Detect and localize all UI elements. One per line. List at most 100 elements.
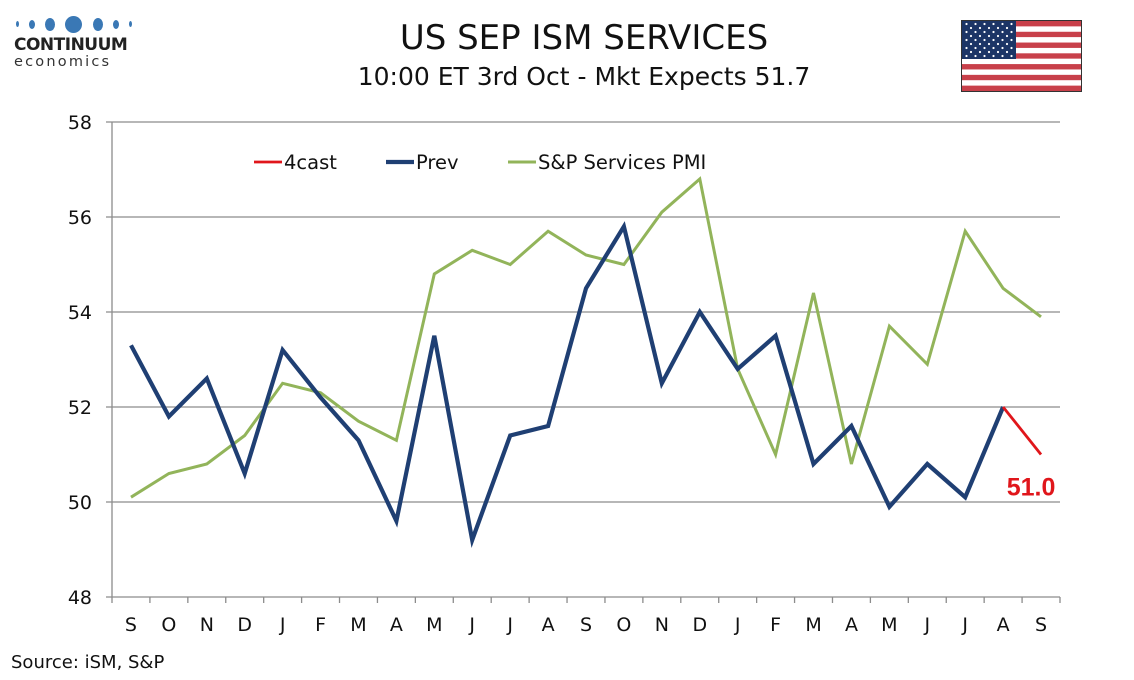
legend-label-forecast: 4cast: [284, 151, 337, 174]
flag-star: [965, 30, 968, 34]
y-tick-label: 54: [68, 302, 92, 324]
flag-star: [969, 50, 973, 54]
flag-stripe: [962, 47, 1081, 54]
x-tick-label: A: [390, 614, 403, 636]
legend: 4cast Prev S&P Services PMI: [254, 151, 706, 174]
flag-star: [1005, 42, 1009, 46]
series-line-prev: [129, 221, 1006, 548]
flag-star: [1010, 46, 1013, 50]
flag-stripe: [962, 58, 1081, 65]
series-line-forecast: [1002, 406, 1043, 456]
flag-star: [978, 34, 982, 38]
flag-star: [965, 38, 968, 42]
axes: [106, 122, 1061, 603]
flag-star: [992, 46, 995, 50]
flag-star: [965, 22, 968, 26]
flag-star: [996, 42, 1000, 46]
source-note: Source: iSM, S&P: [11, 652, 165, 673]
x-tick-label: M: [805, 614, 821, 636]
flag-star: [987, 50, 991, 54]
flag-stripe: [962, 64, 1081, 70]
legend-label-prev: Prev: [416, 151, 459, 174]
x-tick-label: N: [200, 614, 214, 636]
flag-star: [978, 50, 982, 54]
flag-star: [978, 42, 982, 46]
y-tick-label: 56: [68, 207, 92, 229]
flag-stripe: [962, 85, 1081, 91]
flag-star: [987, 42, 991, 46]
flag-star: [974, 46, 977, 50]
flag-star: [1001, 22, 1004, 26]
y-tick-label: 52: [68, 397, 92, 419]
flag-star: [992, 38, 995, 42]
x-tick-label: J: [279, 614, 286, 636]
y-tick-label: 58: [68, 112, 92, 134]
chart-subtitle: 10:00 ET 3rd Oct - Mkt Expects 51.7: [357, 62, 811, 91]
flag-stripe: [962, 42, 1081, 49]
flag-star: [974, 22, 977, 26]
flag-star: [996, 50, 1000, 54]
flag-star: [1010, 54, 1013, 58]
flag-star: [987, 26, 991, 30]
x-tick-label: D: [237, 614, 252, 636]
x-tick-label: F: [315, 614, 326, 636]
x-tick-label: J: [468, 614, 475, 636]
flag-star: [1001, 54, 1004, 58]
gridlines: [106, 121, 1060, 503]
flag-star: [969, 34, 973, 38]
flag-star: [974, 54, 977, 58]
x-tick-label: J: [961, 614, 968, 636]
flag-star: [983, 22, 986, 26]
annotations: 51.0: [1007, 474, 1056, 502]
x-tick-label: J: [506, 614, 513, 636]
flag-stripe: [962, 31, 1081, 38]
flag-stripe: [962, 26, 1081, 32]
flag-star: [974, 30, 977, 34]
x-tick-label: A: [542, 614, 555, 636]
flag-stripe: [962, 74, 1081, 81]
x-tick-label: D: [692, 614, 707, 636]
x-tick-label: S: [580, 614, 592, 636]
flag-star: [992, 22, 995, 26]
flag-star: [983, 54, 986, 58]
flag-star: [983, 46, 986, 50]
flag-star: [969, 26, 973, 30]
x-tick-label: M: [426, 614, 442, 636]
flag-star: [996, 34, 1000, 38]
flag-star: [1010, 22, 1013, 26]
logo-subtitle: economics: [14, 54, 112, 70]
x-tick-label: F: [770, 614, 781, 636]
series-layer: [129, 176, 1043, 548]
continuum-economics-logo: CONTINUUM economics: [14, 14, 134, 70]
flag-star: [965, 46, 968, 50]
x-tick-label: A: [845, 614, 858, 636]
x-tick-label: J: [734, 614, 741, 636]
flag-star: [996, 26, 1000, 30]
flag-star: [1001, 46, 1004, 50]
flag-star: [992, 30, 995, 34]
flag-star: [983, 38, 986, 42]
flag-star: [983, 30, 986, 34]
flag-star: [1010, 38, 1013, 42]
flag-star: [1001, 38, 1004, 42]
flag-stripe: [962, 21, 1081, 27]
flag-star: [987, 34, 991, 38]
x-tick-label: A: [997, 614, 1010, 636]
x-tick-label: M: [881, 614, 897, 636]
y-axis-tick-labels: 48 50 52 54 56 58: [68, 112, 92, 609]
us-flag-icon: [961, 20, 1082, 92]
x-tick-label: J: [923, 614, 930, 636]
flag-star: [992, 54, 995, 58]
legend-label-sp_pmi: S&P Services PMI: [538, 151, 706, 174]
flag-star: [969, 42, 973, 46]
x-tick-label: O: [161, 614, 176, 636]
flag-stripe: [962, 37, 1081, 43]
flag-star: [1005, 26, 1009, 30]
flag-star: [965, 54, 968, 58]
logo-dots-icon: [14, 14, 134, 34]
series-line-sp_pmi: [130, 176, 1042, 499]
x-tick-label: N: [655, 614, 669, 636]
flag-stripe: [962, 53, 1081, 59]
y-tick-label: 50: [68, 492, 92, 514]
